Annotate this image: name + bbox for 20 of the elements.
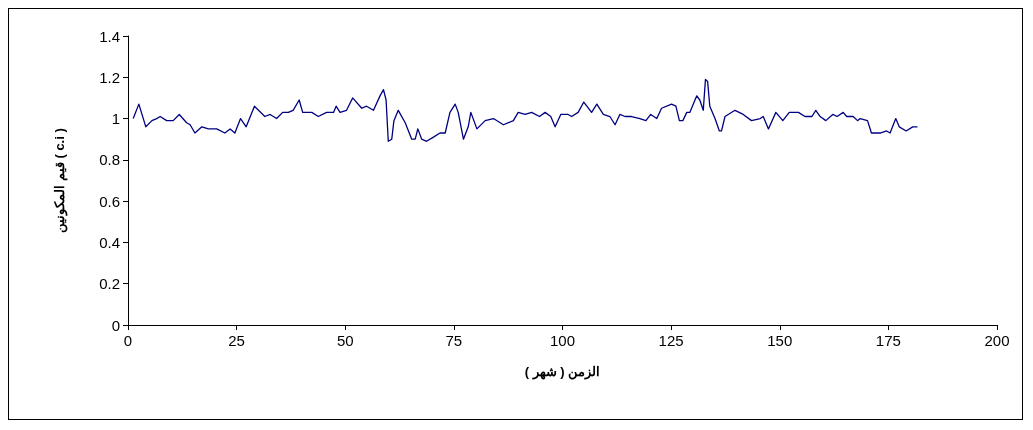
x-tick-label: 125 — [658, 332, 684, 349]
x-tick-label: 75 — [445, 332, 463, 349]
y-tick-label: 0 — [111, 316, 120, 334]
x-tick-label: 25 — [228, 332, 245, 349]
y-tick-label: 0.6 — [99, 192, 120, 210]
x-tick-label: 200 — [984, 332, 1010, 349]
x-tick-label: 50 — [336, 332, 354, 349]
y-tick-label: 0.4 — [99, 233, 120, 251]
y-tick-label: 0.8 — [99, 151, 120, 169]
y-tick-label: 0.2 — [99, 275, 120, 293]
y-tick-label: 1.2 — [99, 68, 120, 86]
line-series — [132, 78, 919, 142]
x-tick-label: 150 — [767, 332, 793, 349]
x-axis-title: الزمن ( شهر ) — [524, 364, 601, 380]
y-axis-title: قيم المكونين ( c.i ) — [52, 128, 68, 233]
x-tick-label: 175 — [875, 332, 901, 349]
y-tick-label: 1 — [111, 110, 120, 128]
y-tick-label: 1.4 — [99, 27, 120, 45]
x-tick-label: 100 — [549, 332, 576, 349]
x-tick-label: 0 — [123, 332, 133, 349]
